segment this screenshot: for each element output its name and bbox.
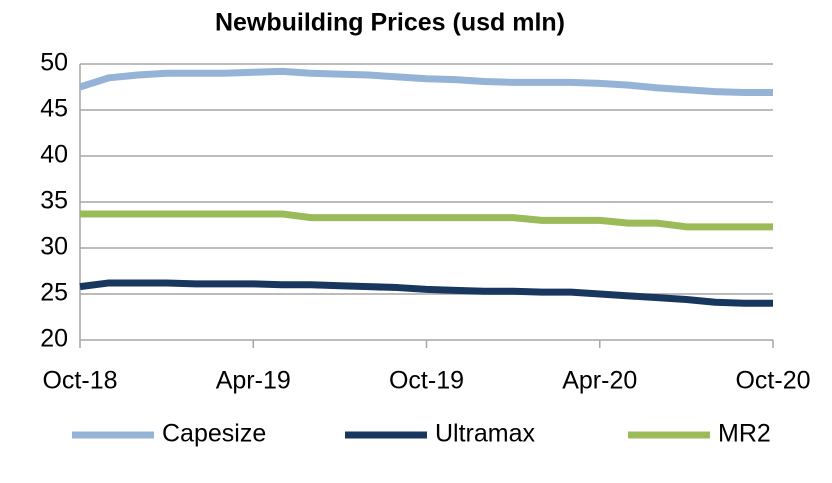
y-tick-label: 30 — [40, 233, 68, 261]
series-line — [78, 67, 773, 97]
y-tick-label: 45 — [40, 95, 68, 123]
y-tick-label: 25 — [40, 279, 68, 307]
x-tick-label: Oct-19 — [389, 367, 464, 395]
x-tick-label: Apr-19 — [216, 367, 291, 395]
chart-title: Newbuilding Prices (usd mln) — [215, 9, 565, 37]
x-tick-label: Oct-20 — [735, 367, 810, 395]
series-line — [79, 279, 773, 307]
y-tick-label: 40 — [40, 141, 68, 169]
y-tick-label: 50 — [40, 49, 68, 77]
y-tick-label: 20 — [40, 325, 68, 353]
legend-label: Ultramax — [435, 420, 536, 448]
legend-label: MR2 — [718, 420, 771, 448]
x-tick-label: Oct-18 — [42, 367, 117, 395]
y-tick-label: 35 — [40, 187, 68, 215]
legend-label: Capesize — [162, 420, 266, 448]
x-tick-label: Apr-20 — [562, 367, 637, 395]
series-line — [80, 210, 773, 231]
